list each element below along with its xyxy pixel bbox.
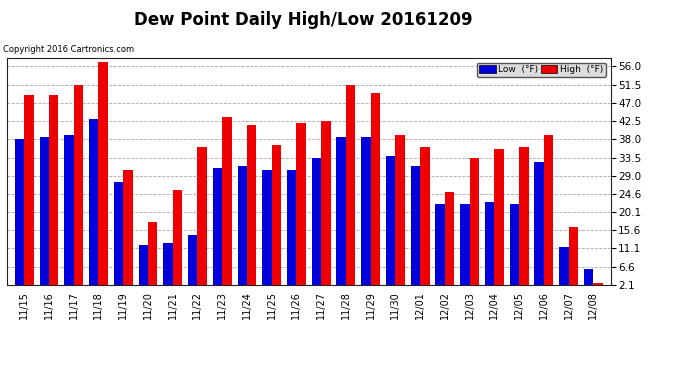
Bar xyxy=(584,269,593,294)
Bar xyxy=(386,156,395,294)
Bar xyxy=(485,202,494,294)
Bar xyxy=(371,93,380,294)
Bar xyxy=(544,135,553,294)
Bar xyxy=(247,125,256,294)
Bar xyxy=(237,166,247,294)
Text: Copyright 2016 Cartronics.com: Copyright 2016 Cartronics.com xyxy=(3,45,135,54)
Bar xyxy=(569,226,578,294)
Bar xyxy=(164,243,172,294)
Bar xyxy=(272,146,281,294)
Bar xyxy=(312,158,321,294)
Bar xyxy=(124,170,132,294)
Bar xyxy=(114,182,124,294)
Bar xyxy=(14,139,24,294)
Bar xyxy=(148,222,157,294)
Bar xyxy=(494,150,504,294)
Bar xyxy=(287,170,297,294)
Bar xyxy=(411,166,420,294)
Bar xyxy=(445,192,454,294)
Bar xyxy=(197,147,207,294)
Bar xyxy=(64,135,74,294)
Bar xyxy=(213,168,222,294)
Bar xyxy=(362,137,371,294)
Bar xyxy=(510,204,519,294)
Bar xyxy=(188,235,197,294)
Bar xyxy=(435,204,445,294)
Bar xyxy=(222,117,232,294)
Bar xyxy=(99,62,108,294)
Bar xyxy=(321,121,331,294)
Bar xyxy=(139,245,148,294)
Bar xyxy=(89,119,99,294)
Bar xyxy=(337,137,346,294)
Bar xyxy=(39,137,49,294)
Bar xyxy=(346,84,355,294)
Bar xyxy=(420,147,429,294)
Bar xyxy=(172,190,182,294)
Bar xyxy=(395,135,405,294)
Bar xyxy=(297,123,306,294)
Legend: Low  (°F), High  (°F): Low (°F), High (°F) xyxy=(477,63,606,77)
Bar xyxy=(559,247,569,294)
Bar xyxy=(535,162,544,294)
Bar xyxy=(49,94,59,294)
Bar xyxy=(593,284,603,294)
Bar xyxy=(460,204,470,294)
Text: Dew Point Daily High/Low 20161209: Dew Point Daily High/Low 20161209 xyxy=(135,11,473,29)
Bar xyxy=(74,84,83,294)
Bar xyxy=(262,170,272,294)
Bar xyxy=(519,147,529,294)
Bar xyxy=(24,94,34,294)
Bar xyxy=(470,158,479,294)
